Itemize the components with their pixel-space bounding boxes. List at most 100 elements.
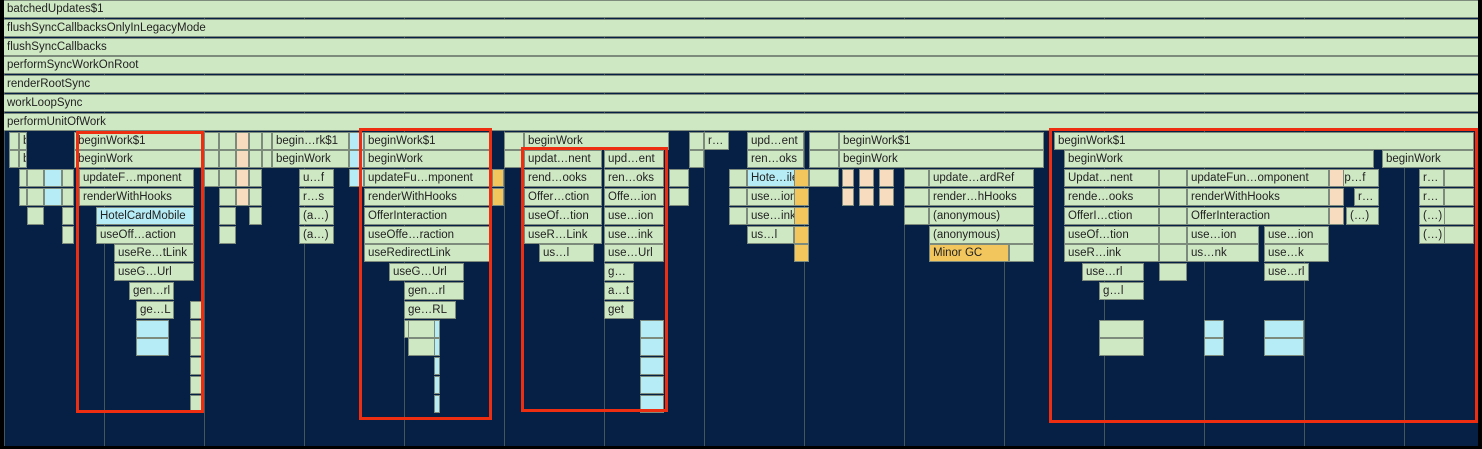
flame-frame[interactable]: u…f [299, 169, 334, 188]
flame-frame-stub[interactable] [729, 169, 747, 188]
frame-flush-sync-callbacks[interactable]: flushSyncCallbacks [4, 37, 1478, 56]
flame-frame-stub[interactable] [879, 169, 894, 188]
flame-frame-stub[interactable] [249, 188, 262, 206]
flame-frame[interactable]: OfferI…ction [1064, 206, 1159, 225]
flame-frame-stub[interactable] [62, 225, 74, 244]
flame-frame-stub[interactable] [1159, 206, 1187, 225]
flame-frame-stub[interactable] [44, 188, 62, 206]
flame-frame[interactable]: begin…rk$1 [272, 131, 349, 150]
flame-frame[interactable]: beginWork [272, 150, 349, 169]
flame-frame-stub[interactable] [204, 169, 219, 188]
flame-frame[interactable]: us…l [747, 225, 794, 244]
flame-frame-stub[interactable] [219, 188, 236, 206]
flame-frame-stub[interactable] [434, 319, 440, 338]
flame-frame[interactable]: use…ink [604, 225, 664, 244]
flame-frame[interactable]: rende…ooks [1064, 188, 1159, 206]
flame-frame-stub[interactable] [204, 131, 219, 150]
flame-frame-stub[interactable] [44, 169, 62, 188]
flame-frame-stub[interactable] [9, 150, 19, 169]
flame-frame-stub[interactable] [640, 394, 664, 413]
flame-frame[interactable]: updateFun…omponent [1187, 169, 1329, 188]
flame-frame[interactable]: OfferInteraction [364, 206, 492, 225]
flame-frame[interactable]: useOffe…raction [364, 225, 492, 244]
flame-frame[interactable]: renderWithHooks [79, 188, 194, 206]
flame-frame-stub[interactable] [1329, 206, 1344, 225]
flame-frame-stub[interactable] [27, 206, 44, 225]
flame-frame[interactable]: upd…ent [747, 131, 804, 150]
flame-frame[interactable]: g…l [1099, 282, 1144, 300]
flame-frame-stub[interactable] [249, 150, 262, 169]
flame-frame-stub[interactable] [1329, 169, 1344, 188]
flame-frame-stub[interactable] [904, 188, 929, 206]
flame-frame[interactable]: Offer…ction [524, 188, 602, 206]
flame-frame[interactable]: use…ion [1264, 225, 1329, 244]
flame-frame[interactable]: use…rl [1082, 263, 1144, 282]
flame-frame-stub[interactable] [62, 169, 74, 188]
flame-frame[interactable]: a…t [604, 282, 634, 300]
flame-frame-stub[interactable] [434, 376, 440, 394]
flame-frame-stub[interactable] [859, 188, 874, 206]
flame-frame-stub[interactable] [842, 188, 854, 206]
flame-frame-stub[interactable] [136, 338, 169, 357]
flame-frame[interactable]: upd…ent [604, 150, 664, 169]
flame-frame-stub[interactable] [859, 169, 874, 188]
frame-perform-sync-work-on-root[interactable]: performSyncWorkOnRoot [4, 56, 1478, 75]
flame-frame[interactable]: (…) [1346, 206, 1379, 225]
flame-frame[interactable]: ge…L [136, 300, 174, 319]
flame-frame-stub[interactable] [262, 131, 272, 150]
flame-frame-stub[interactable] [219, 131, 236, 150]
flame-frame-stub[interactable] [1264, 319, 1304, 338]
flame-frame-stub[interactable] [236, 169, 249, 188]
flame-frame-stub[interactable] [236, 150, 249, 169]
flame-frame[interactable]: updateFu…mponent [364, 169, 492, 188]
frame-flush-sync-callbacks-legacy[interactable]: flushSyncCallbacksOnlyInLegacyMode [4, 18, 1478, 37]
flame-frame-stub[interactable] [19, 169, 27, 188]
flame-frame-stub[interactable] [1264, 338, 1304, 357]
flame-frame[interactable]: beginWork [1382, 150, 1474, 169]
flame-frame-stub[interactable] [249, 131, 262, 150]
flame-frame-stub[interactable] [1444, 225, 1474, 244]
flame-frame-stub[interactable] [729, 206, 747, 225]
flame-frame[interactable]: gen…rl [404, 282, 464, 300]
flame-frame[interactable]: Offe…ion [604, 188, 664, 206]
flame-frame-stub[interactable] [434, 394, 440, 413]
flame-frame-stub[interactable] [794, 169, 809, 188]
flame-frame-stub[interactable] [794, 244, 809, 263]
flame-frame[interactable]: Minor GC [929, 244, 1009, 263]
flame-frame[interactable]: (a…) [299, 206, 334, 225]
flame-frame-stub[interactable] [729, 188, 747, 206]
frame-batched-updates[interactable]: batchedUpdates$1 [4, 0, 1478, 18]
flame-frame[interactable]: HotelCardMobile [96, 206, 194, 225]
flame-frame[interactable]: beginWork$1 [1054, 131, 1474, 150]
flame-frame-stub[interactable] [1329, 188, 1344, 206]
flame-frame-stub[interactable] [434, 338, 440, 357]
flame-frame[interactable]: updat…nent [524, 150, 602, 169]
flame-frame-stub[interactable] [669, 188, 689, 206]
flame-frame-stub[interactable] [219, 206, 236, 225]
flame-frame-stub[interactable] [640, 338, 664, 357]
flame-frame-stub[interactable] [1159, 263, 1187, 282]
flame-frame-stub[interactable] [842, 169, 854, 188]
flame-frame[interactable]: useG…Url [114, 263, 194, 282]
flame-frame[interactable]: useOff…action [96, 225, 194, 244]
flame-frame-stub[interactable] [249, 169, 262, 188]
flame-frame-stub[interactable] [1159, 244, 1187, 263]
flame-frame[interactable]: renderWithHooks [1187, 188, 1329, 206]
flame-frame-stub[interactable] [236, 131, 249, 150]
flame-frame-stub[interactable] [640, 357, 664, 376]
flame-frame[interactable]: be…rk [19, 150, 27, 169]
flame-frame-stub[interactable] [262, 150, 272, 169]
flame-frame[interactable]: useR…Link [524, 225, 602, 244]
flame-frame[interactable]: us…l [539, 244, 594, 263]
flame-frame[interactable]: ge…RL [404, 300, 456, 319]
flame-frame[interactable]: useR…ink [1064, 244, 1159, 263]
flame-frame-stub[interactable] [236, 188, 249, 206]
flame-frame[interactable]: ren…oks [604, 169, 664, 188]
flame-frame-stub[interactable] [136, 319, 169, 338]
flame-frame-stub[interactable] [689, 150, 704, 169]
flame-frame-stub[interactable] [219, 169, 236, 188]
flame-frame[interactable]: beginWork$1 [839, 131, 1044, 150]
flame-frame[interactable]: (anonymous) [929, 225, 1034, 244]
flame-frame-stub[interactable] [219, 150, 236, 169]
frame-render-root-sync[interactable]: renderRootSync [4, 75, 1478, 94]
